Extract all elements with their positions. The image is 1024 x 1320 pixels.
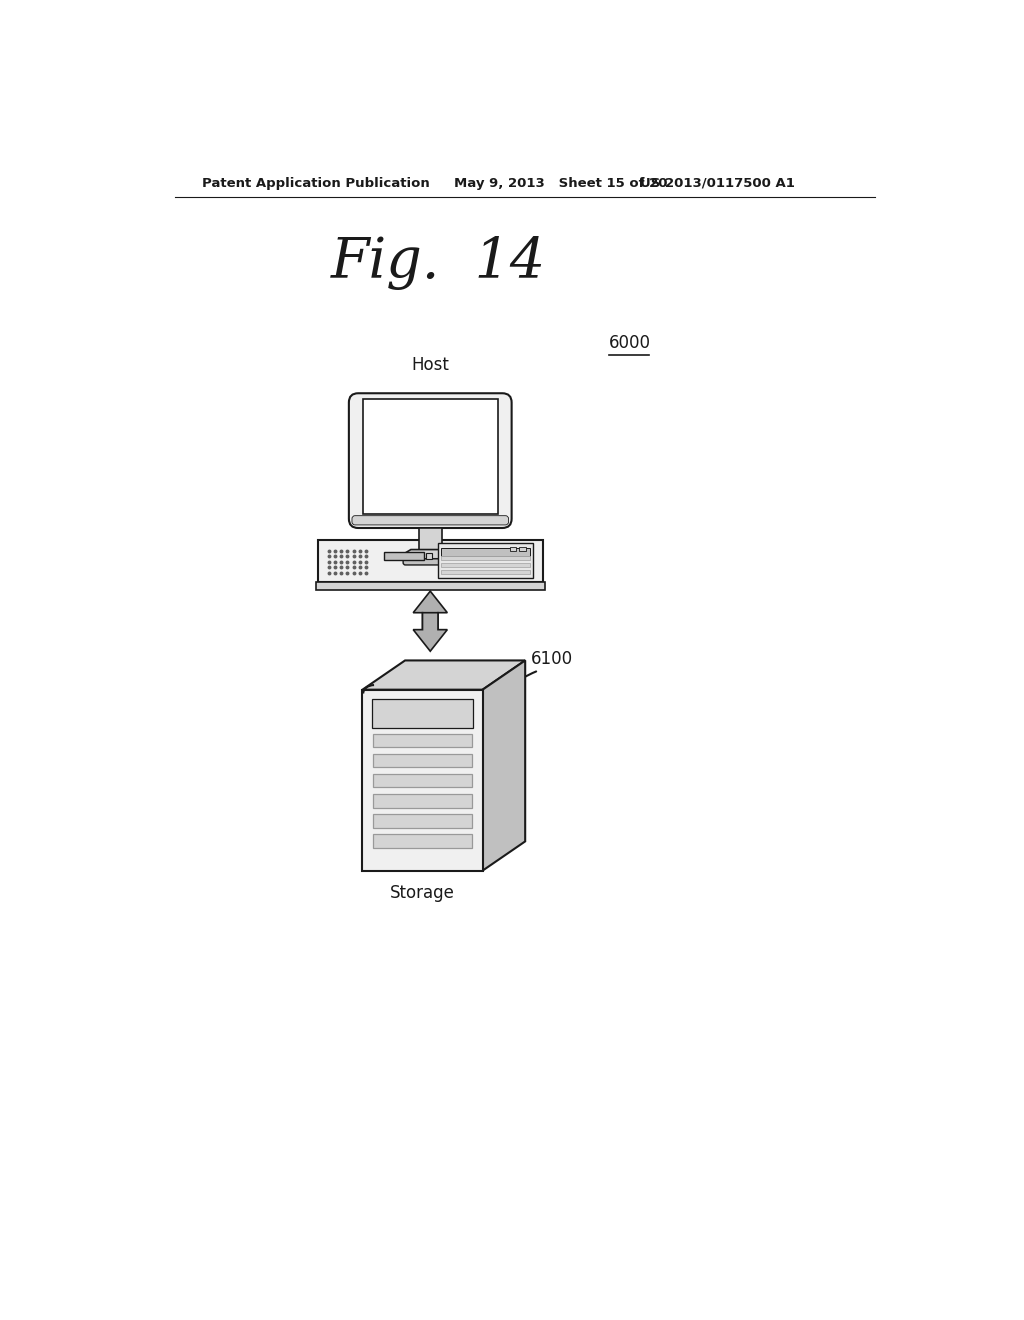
Bar	[419, 528, 442, 549]
FancyBboxPatch shape	[352, 516, 509, 525]
FancyBboxPatch shape	[349, 393, 512, 528]
Polygon shape	[482, 660, 525, 871]
Bar	[438, 544, 534, 578]
Bar	[374, 774, 472, 788]
Bar	[441, 570, 530, 574]
Bar	[362, 400, 498, 515]
Bar	[384, 552, 424, 561]
Bar	[519, 548, 525, 552]
Bar	[362, 689, 482, 871]
Bar	[426, 553, 432, 558]
Bar	[374, 834, 472, 847]
Bar	[374, 813, 472, 828]
Text: 6100: 6100	[531, 651, 573, 668]
Bar	[441, 564, 530, 568]
Polygon shape	[414, 612, 447, 651]
Polygon shape	[362, 660, 525, 689]
FancyBboxPatch shape	[403, 558, 458, 565]
Bar	[372, 700, 473, 729]
Bar	[441, 557, 530, 561]
Polygon shape	[414, 591, 447, 630]
Text: US 2013/0117500 A1: US 2013/0117500 A1	[640, 177, 795, 190]
Bar	[510, 548, 516, 552]
Text: 6000: 6000	[608, 334, 650, 351]
Bar	[315, 582, 545, 590]
Bar	[441, 548, 530, 556]
Text: May 9, 2013   Sheet 15 of 20: May 9, 2013 Sheet 15 of 20	[454, 177, 667, 190]
Text: Host: Host	[412, 356, 450, 374]
Bar	[374, 734, 472, 747]
Bar	[374, 754, 472, 767]
Bar	[317, 540, 543, 582]
Polygon shape	[395, 549, 465, 558]
Text: Storage: Storage	[390, 884, 455, 902]
Bar	[374, 793, 472, 808]
Text: Patent Application Publication: Patent Application Publication	[202, 177, 429, 190]
Text: Fig.  14: Fig. 14	[331, 235, 546, 289]
